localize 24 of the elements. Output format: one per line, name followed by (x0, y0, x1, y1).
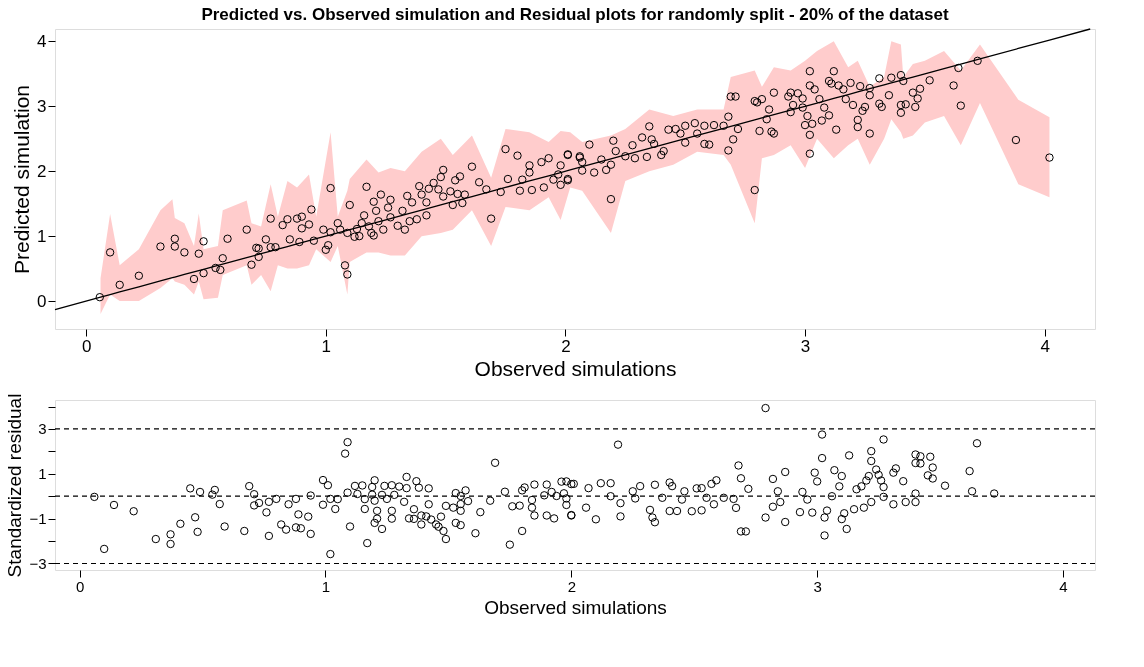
x-tick-label: 4 (1040, 336, 1050, 356)
y-tick-label: −3 (29, 555, 47, 572)
x-tick-label: 2 (567, 577, 576, 595)
y-tick-label: 3 (37, 96, 47, 116)
y-axis-title: Predicted simulation (10, 84, 34, 275)
y-tick-label: −1 (29, 510, 47, 528)
y-tick-label: 4 (37, 31, 47, 51)
y-tick-label: 1 (37, 226, 47, 246)
y-axis-title: Standardized residual (4, 393, 26, 578)
y-tick-label: 1 (38, 465, 47, 483)
x-tick-label: 3 (800, 336, 811, 356)
x-tick-label: 1 (321, 336, 332, 356)
x-tick-label: 0 (75, 577, 85, 595)
y-tick-label: 0 (37, 291, 47, 311)
x-axis-title: Observed simulations (474, 356, 677, 380)
y-tick-label: 2 (37, 161, 47, 181)
x-tick-label: 4 (1059, 577, 1068, 595)
x-tick-label: 3 (813, 577, 822, 595)
y-tick-label: 3 (38, 420, 47, 438)
x-tick-label: 2 (561, 336, 571, 356)
chart-title: Predicted vs. Observed simulation and Residual plots for randomly split - 20% of the dataset (201, 5, 949, 25)
x-axis-title: Observed simulations (484, 596, 667, 618)
x-tick-label: 0 (81, 336, 92, 356)
x-tick-label: 1 (321, 577, 331, 595)
